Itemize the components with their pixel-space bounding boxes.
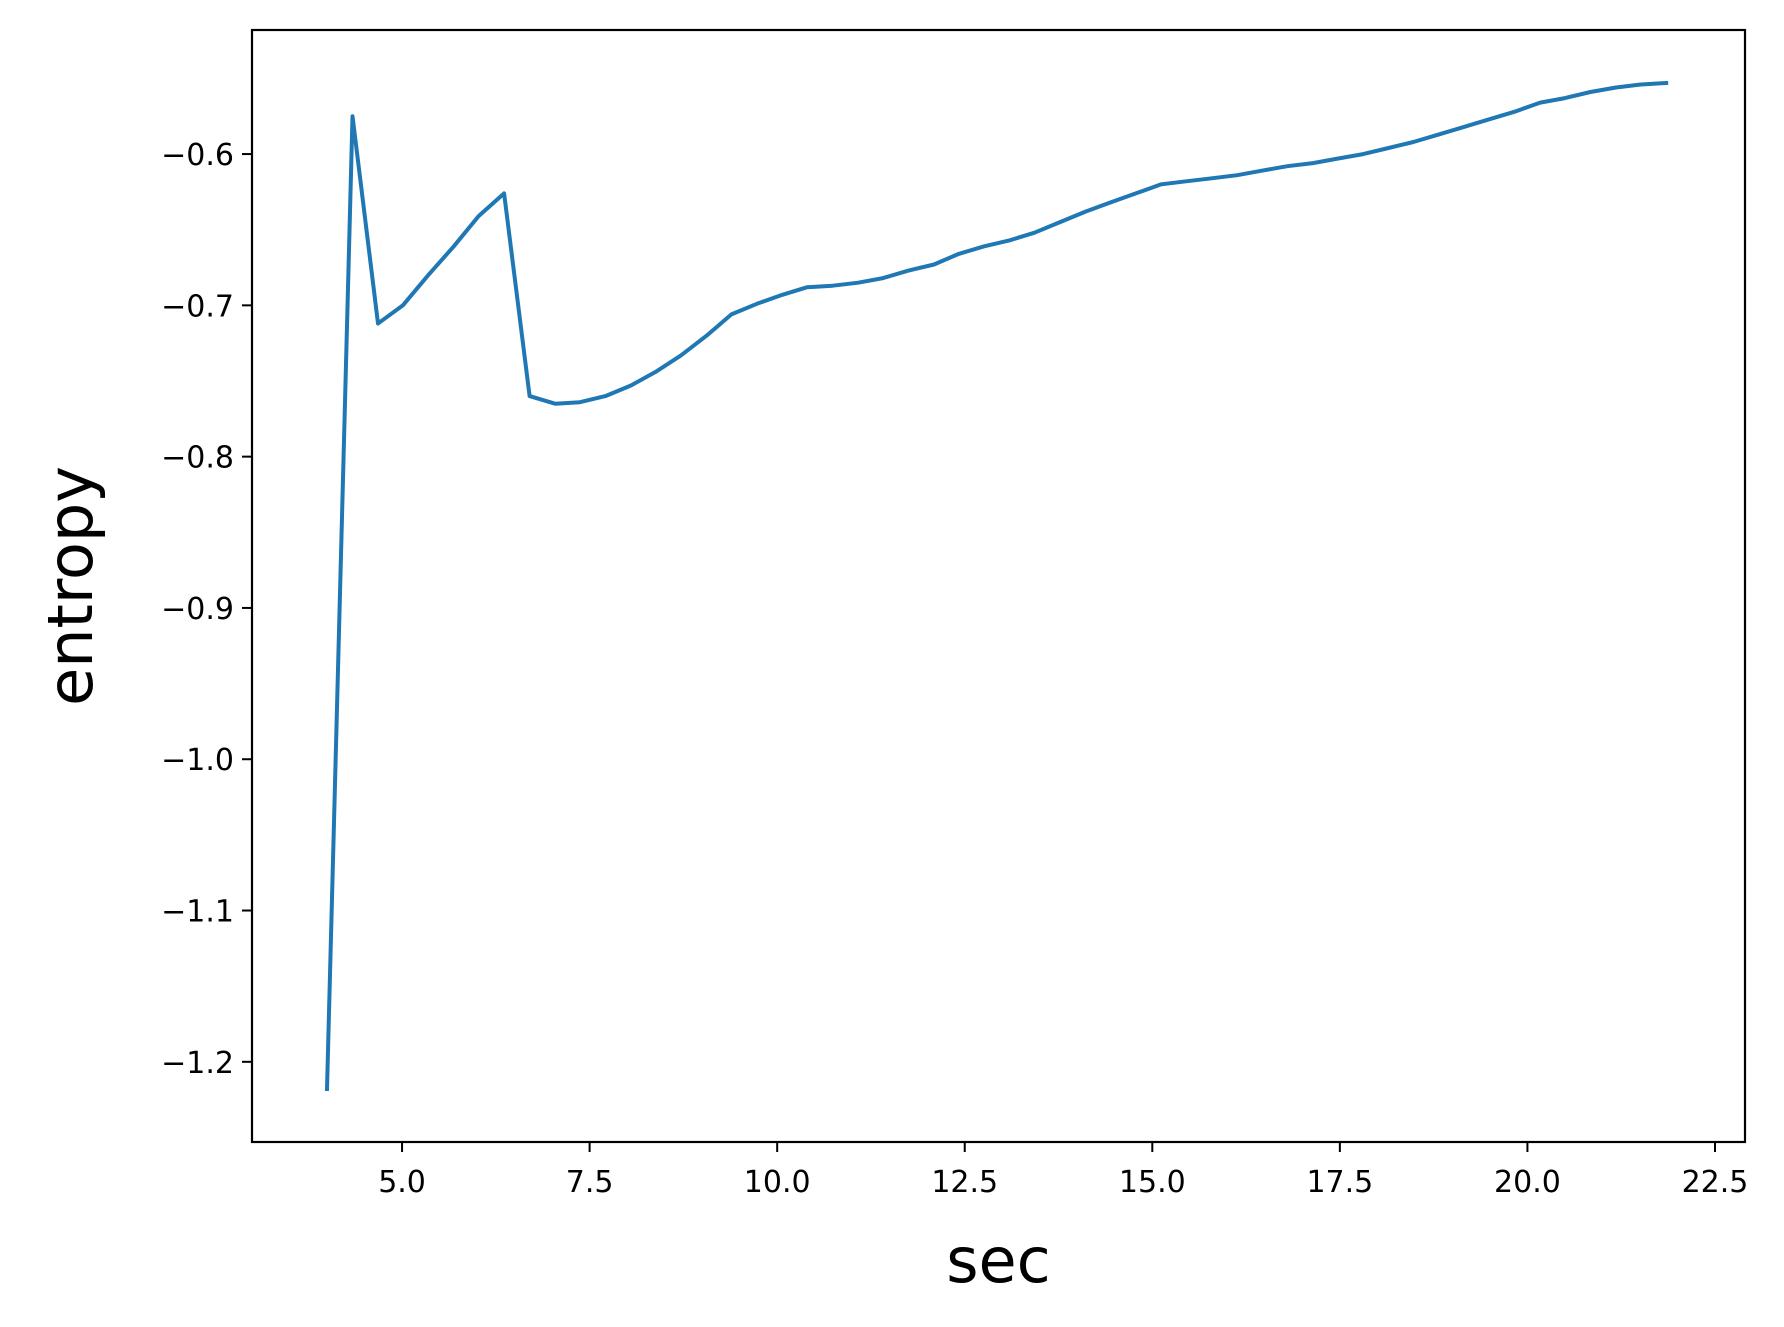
x-tick-label: 5.0 bbox=[378, 1165, 426, 1200]
y-axis: −0.6 −0.7 −0.8 −0.9 −1.0 −1.1 −1.2 bbox=[161, 138, 252, 1081]
y-tick-label: −1.0 bbox=[161, 743, 234, 778]
y-tick-label: −0.6 bbox=[161, 138, 234, 173]
x-axis-label: sec bbox=[946, 1224, 1051, 1297]
x-tick-label: 17.5 bbox=[1306, 1165, 1373, 1200]
y-tick-label: −1.2 bbox=[161, 1046, 234, 1081]
x-tick-label: 22.5 bbox=[1682, 1165, 1749, 1200]
series-line-0 bbox=[324, 80, 1669, 1092]
x-tick-label: 7.5 bbox=[566, 1165, 614, 1200]
x-tick-label: 12.5 bbox=[931, 1165, 998, 1200]
plot-area bbox=[324, 80, 1669, 1092]
axes-frame bbox=[250, 28, 1747, 1144]
y-tick-label: −0.9 bbox=[161, 592, 234, 627]
y-tick-label: −1.1 bbox=[161, 895, 234, 930]
x-tick-label: 20.0 bbox=[1494, 1165, 1561, 1200]
x-tick-label: 10.0 bbox=[744, 1165, 811, 1200]
x-tick-label: 15.0 bbox=[1119, 1165, 1186, 1200]
x-axis: 5.0 7.5 10.0 12.5 15.0 17.5 20.0 22.5 bbox=[378, 1142, 1748, 1200]
y-axis-label: entropy bbox=[34, 466, 107, 706]
y-tick-label: −0.7 bbox=[161, 289, 234, 324]
y-tick-label: −0.8 bbox=[161, 441, 234, 476]
